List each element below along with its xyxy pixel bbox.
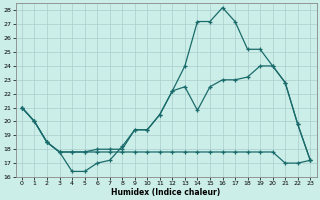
X-axis label: Humidex (Indice chaleur): Humidex (Indice chaleur) bbox=[111, 188, 221, 197]
